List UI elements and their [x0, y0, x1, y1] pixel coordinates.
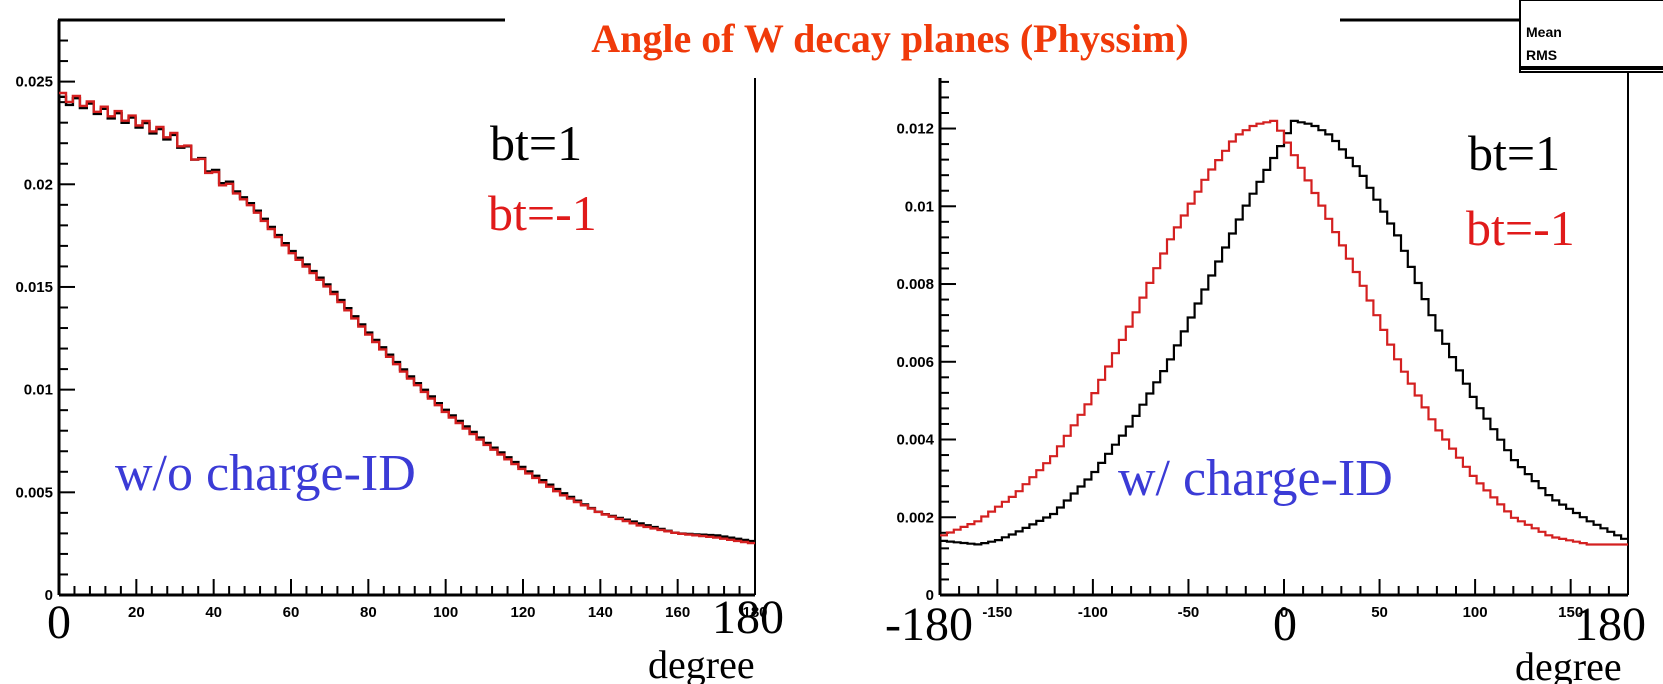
right-xtick-label: 100 — [1463, 604, 1488, 621]
right-ytick-label: 0 — [926, 587, 934, 604]
right-xtick-label: 50 — [1371, 604, 1388, 621]
left-ytick-label: 0.02 — [24, 176, 53, 193]
right-ytick-label: 0.008 — [896, 276, 934, 293]
right-xtick-labels: -150 -100 -50 0 50 100 150 — [982, 604, 1583, 621]
left-unit-label: degree — [648, 642, 755, 684]
stats-rms-label: RMS — [1526, 47, 1557, 63]
right-unit-label: degree — [1515, 644, 1622, 684]
left-xtick-label: 180 — [742, 604, 767, 621]
right-ytick-label: 0.012 — [896, 121, 934, 138]
left-xtick-label: 100 — [433, 604, 458, 621]
left-annotation: w/o charge-ID — [115, 445, 416, 502]
right-legend-bt-1: bt=-1 — [1466, 200, 1575, 256]
right-ytick-label: 0.004 — [896, 432, 934, 449]
left-xtick-label: 60 — [283, 604, 300, 621]
right-series-bt-1-line — [940, 119, 1628, 546]
left-xtick-label: 160 — [665, 604, 690, 621]
right-ytick-label: 0.006 — [896, 354, 934, 371]
left-xtick-label: 120 — [510, 604, 535, 621]
stats-mean-label: Mean — [1526, 24, 1562, 40]
left-series — [59, 91, 755, 545]
right-ytick-labels: 0 0.002 0.004 0.006 0.008 0.01 0.012 — [896, 121, 934, 604]
right-x-start-label: -180 — [885, 598, 973, 651]
left-series-bt-1-line — [59, 91, 755, 545]
stats-box: Mean RMS — [1519, 0, 1663, 73]
left-xtick-label: 140 — [588, 604, 613, 621]
right-xtick-label: 150 — [1558, 604, 1583, 621]
right-xtick-label: -50 — [1178, 604, 1200, 621]
left-chart: 0 0.005 0.01 0.015 0.02 0.025 20 40 60 80 100 120 1… — [15, 19, 784, 684]
left-x-end-label: 180 — [712, 591, 784, 644]
right-xtick-label: -150 — [982, 604, 1012, 621]
right-ytick-label: 0.002 — [896, 509, 934, 526]
left-legend-bt1: bt=1 — [490, 115, 582, 171]
left-xtick-label: 80 — [360, 604, 377, 621]
right-ytick-label: 0.01 — [905, 198, 934, 215]
right-ticks — [939, 80, 1629, 596]
right-series — [940, 119, 1628, 546]
left-ticks — [58, 19, 756, 596]
right-x-end-label: 180 — [1574, 598, 1646, 651]
left-legend-bt-1: bt=-1 — [488, 185, 597, 241]
left-ytick-label: 0 — [45, 587, 53, 604]
left-ytick-label: 0.01 — [24, 382, 53, 399]
left-xtick-label: 20 — [128, 604, 145, 621]
left-x-start-label: 0 — [47, 596, 71, 649]
left-ytick-label: 0.015 — [15, 279, 53, 296]
right-legend-bt1: bt=1 — [1468, 125, 1560, 181]
left-xtick-labels: 20 40 60 80 100 120 140 160 180 — [128, 604, 768, 621]
left-ytick-labels: 0 0.005 0.01 0.015 0.02 0.025 — [15, 74, 53, 604]
right-annotation: w/ charge-ID — [1118, 450, 1393, 507]
right-xtick-label: 0 — [1280, 604, 1288, 621]
left-xtick-label: 40 — [205, 604, 222, 621]
left-ytick-label: 0.025 — [15, 74, 53, 91]
right-xtick-label: -100 — [1078, 604, 1108, 621]
left-ytick-label: 0.005 — [15, 484, 53, 501]
figure-title: Angle of W decay planes (Physsim) — [591, 16, 1188, 61]
right-x-center-label: 0 — [1273, 598, 1297, 651]
